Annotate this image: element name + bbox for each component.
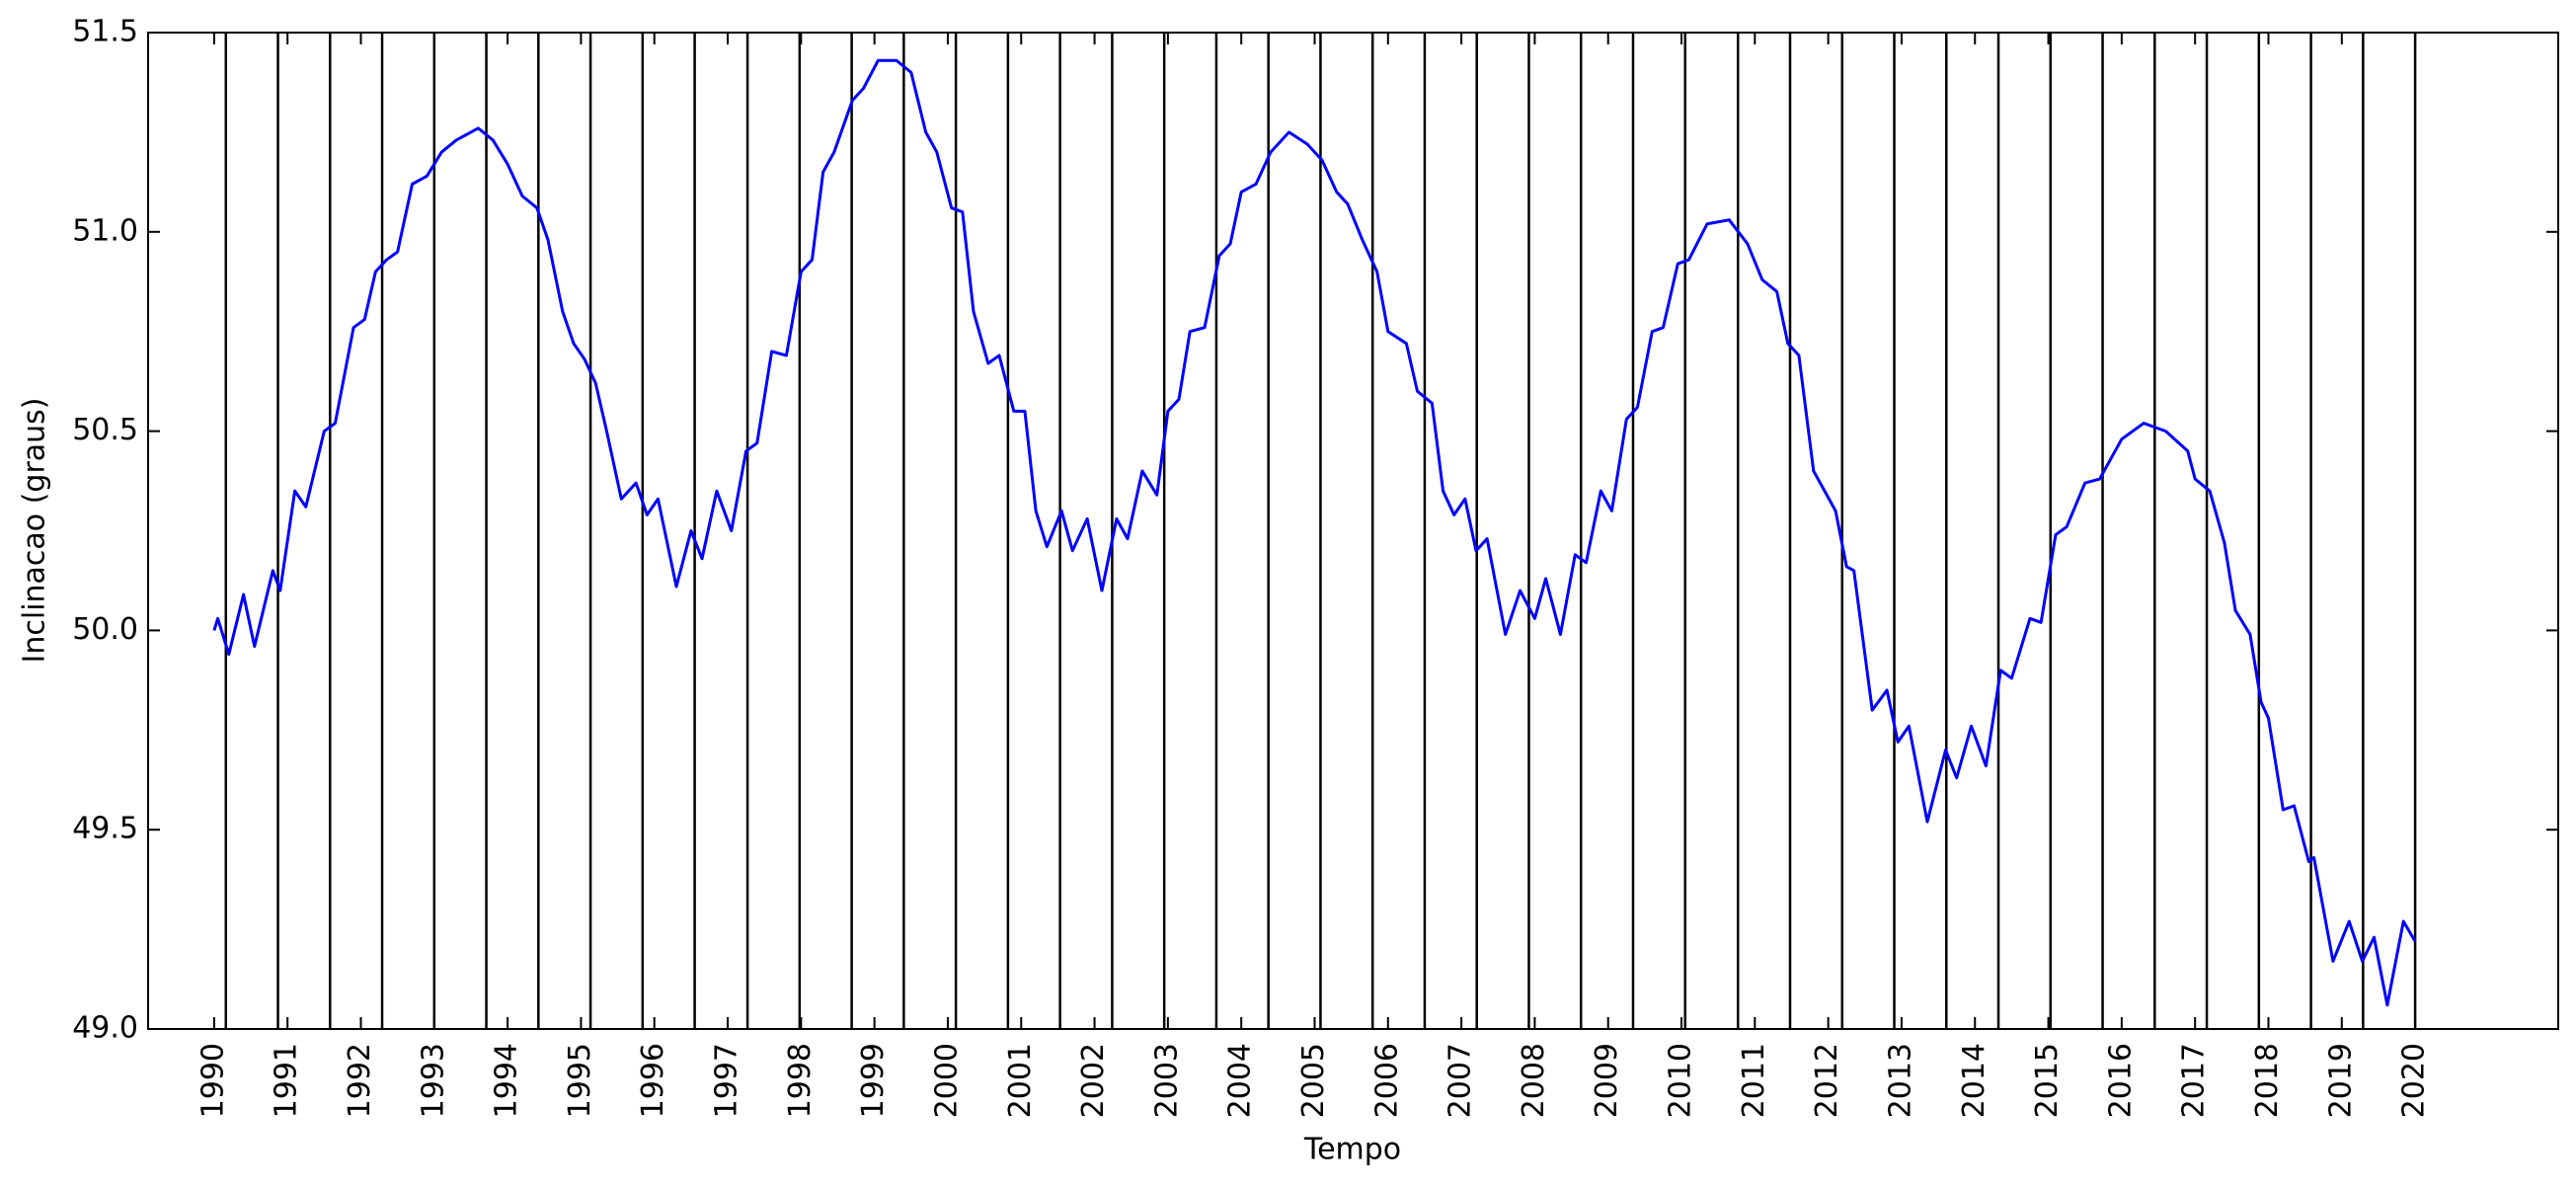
x-tick-label: 2009 [1590,1043,1624,1118]
x-tick-label: 1990 [195,1043,230,1118]
x-tick-label: 2001 [1003,1043,1038,1118]
x-tick-label: 2013 [1883,1043,1917,1118]
y-tick-label: 51.5 [72,15,138,49]
x-tick-label: 2012 [1810,1043,1844,1118]
x-tick-label: 2011 [1737,1043,1771,1118]
x-tick-label: 2005 [1296,1043,1331,1118]
x-tick-label: 1996 [636,1043,670,1118]
x-tick-label: 1992 [343,1043,377,1118]
x-tick-label: 2003 [1149,1043,1184,1118]
x-tick-label: 2000 [929,1043,964,1118]
x-tick-label: 2017 [2177,1043,2212,1118]
x-tick-label: 2016 [2103,1043,2138,1118]
plot-frame [147,32,2559,1030]
x-tick-label: 1991 [270,1043,304,1118]
x-tick-label: 1999 [856,1043,891,1118]
y-axis-label: Inclinacao (graus) [18,397,52,663]
x-tick-label: 2010 [1664,1043,1698,1118]
x-tick-label: 2020 [2397,1043,2432,1118]
x-axis-label: Tempo [1303,1133,1401,1167]
x-tick-label: 2002 [1076,1043,1111,1118]
y-tick-label: 50.0 [72,612,138,647]
x-tick-label: 1994 [490,1043,524,1118]
x-tick-label: 1998 [783,1043,818,1118]
x-tick-label: 2007 [1444,1043,1478,1118]
x-tick-label: 2014 [1957,1043,1991,1118]
x-tick-label: 2019 [2323,1043,2358,1118]
x-tick-label: 2006 [1369,1043,1404,1118]
y-tick-label: 51.0 [72,213,138,248]
x-tick-label: 2018 [2250,1043,2285,1118]
y-tick-label: 49.5 [72,812,138,846]
x-tick-label: 1997 [710,1043,744,1118]
x-tick-label: 2004 [1223,1043,1258,1118]
x-tick-label: 1995 [563,1043,597,1118]
x-tick-label: 2015 [2030,1043,2065,1118]
y-tick-label: 50.5 [72,413,138,447]
y-tick-label: 49.0 [72,1011,138,1046]
data-line [212,58,2417,1007]
x-tick-label: 2008 [1517,1043,1551,1118]
x-tick-label: 1993 [416,1043,450,1118]
